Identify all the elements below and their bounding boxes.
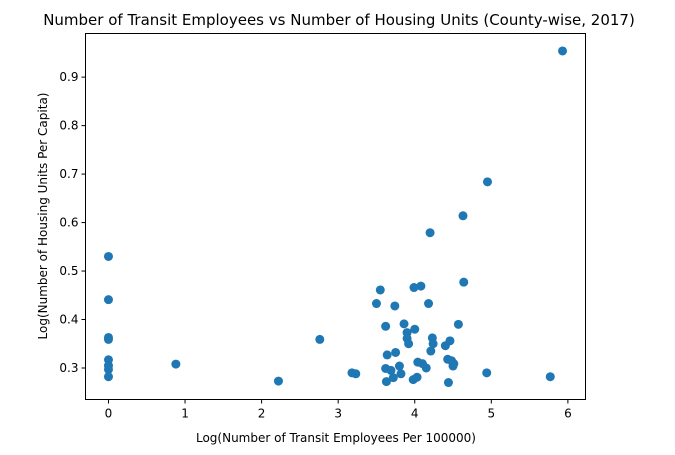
y-tick-label: 0.7 xyxy=(59,167,78,181)
y-tick-label: 0.4 xyxy=(59,313,78,327)
chart-title: Number of Transit Employees vs Number of… xyxy=(43,11,635,29)
data-point xyxy=(428,339,438,349)
plot-frame xyxy=(85,33,586,400)
data-point xyxy=(453,319,463,329)
y-tick-label: 0.6 xyxy=(59,216,78,230)
data-point xyxy=(416,281,426,291)
data-point xyxy=(443,378,453,388)
y-tick-label: 0.9 xyxy=(59,70,78,84)
x-axis: 0 1 2 3 4 5 6 xyxy=(105,399,572,421)
data-point xyxy=(103,372,113,382)
data-point xyxy=(558,46,568,56)
data-point xyxy=(273,376,283,386)
data-point xyxy=(445,336,455,346)
data-point xyxy=(409,283,419,293)
data-point xyxy=(449,359,459,369)
x-axis-label: Log(Number of Transit Employees Per 1000… xyxy=(196,431,476,445)
x-tick-label: 2 xyxy=(258,407,266,421)
x-tick-label: 6 xyxy=(564,407,572,421)
data-point xyxy=(424,299,434,309)
x-tick-label: 1 xyxy=(181,407,189,421)
data-point xyxy=(391,347,401,357)
data-point xyxy=(404,339,414,349)
data-point xyxy=(375,285,385,295)
x-tick-label: 5 xyxy=(487,407,495,421)
x-tick-label: 3 xyxy=(334,407,342,421)
data-point xyxy=(412,372,422,382)
data-point xyxy=(396,369,406,379)
data-point xyxy=(482,368,492,378)
data-point xyxy=(459,277,469,287)
data-point xyxy=(426,346,436,356)
data-point xyxy=(381,377,391,387)
data-point xyxy=(545,372,555,382)
data-point xyxy=(458,211,468,221)
data-point xyxy=(103,251,113,261)
y-tick-label: 0.5 xyxy=(59,264,78,278)
data-point xyxy=(382,350,392,360)
data-point xyxy=(315,334,325,344)
data-point xyxy=(394,361,404,371)
data-point xyxy=(388,373,398,383)
data-point xyxy=(381,321,391,331)
data-point xyxy=(103,364,113,374)
data-point xyxy=(410,324,420,334)
x-tick-label: 0 xyxy=(105,407,113,421)
y-tick-label: 0.8 xyxy=(59,119,78,133)
data-point xyxy=(390,301,400,311)
y-axis-label: Log(Number of Housing Units Per Capita) xyxy=(36,93,50,340)
data-point xyxy=(171,359,181,369)
x-tick-label: 4 xyxy=(411,407,419,421)
data-point xyxy=(351,369,361,379)
data-point xyxy=(371,299,381,309)
data-point xyxy=(103,334,113,344)
data-point xyxy=(399,319,409,329)
data-point xyxy=(103,295,113,305)
y-axis: 0.3 0.4 0.5 0.6 0.7 0.8 0.9 xyxy=(59,70,86,375)
data-points xyxy=(103,46,568,388)
data-point xyxy=(386,365,396,375)
data-point xyxy=(421,363,431,373)
data-point xyxy=(425,228,435,238)
y-tick-label: 0.3 xyxy=(59,361,78,375)
data-point xyxy=(482,177,492,187)
